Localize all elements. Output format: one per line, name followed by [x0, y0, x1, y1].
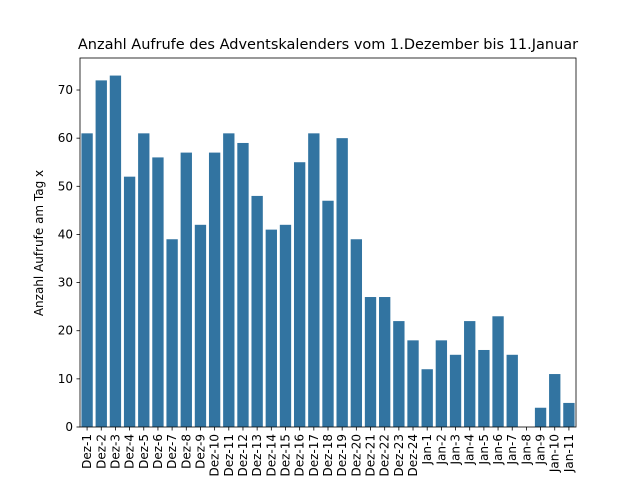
- bar: [265, 229, 277, 427]
- x-tick-label: Dez-12: [236, 434, 250, 477]
- x-tick-label: Dez-4: [123, 434, 137, 469]
- y-tick-label: 30: [58, 276, 73, 290]
- bar: [449, 354, 462, 427]
- chart-title: Anzahl Aufrufe des Adventskalenders vom …: [78, 37, 578, 53]
- bar: [379, 297, 391, 427]
- x-tick-label: Dez-15: [278, 434, 292, 477]
- x-tick-label: Dez-9: [193, 434, 207, 469]
- bar: [549, 374, 561, 427]
- plot-area: 0 10 20 30 40 50 60 70 Dez-1 Dez-2 Dez-3 Dez-4 Dez-5…: [58, 57, 577, 477]
- bar: [251, 195, 263, 427]
- bar: [464, 321, 476, 427]
- bar: [81, 133, 93, 427]
- x-tick-label: Dez-2: [94, 434, 108, 469]
- x-tick-label: Dez-10: [208, 434, 222, 477]
- bar: [364, 297, 377, 427]
- x-tick-label: Dez-18: [321, 434, 335, 477]
- bar: [492, 316, 504, 427]
- x-tick-label: Dez-20: [349, 434, 363, 477]
- bar: [194, 224, 207, 427]
- bar: [322, 200, 334, 427]
- bar: [350, 239, 363, 427]
- x-tick-label: Dez-7: [165, 434, 179, 469]
- x-tick-label: Jan-11: [562, 434, 576, 473]
- x-tick-label: Jan-7: [505, 434, 519, 465]
- x-tick-label: Dez-11: [222, 434, 236, 477]
- y-tick-label: 0: [65, 420, 73, 434]
- bar: [152, 157, 164, 428]
- bar: [506, 354, 518, 427]
- bar: [223, 133, 235, 427]
- bar: [435, 340, 448, 427]
- x-tick-label: Jan-6: [491, 434, 505, 465]
- bar: [208, 152, 221, 427]
- bar: [534, 407, 547, 427]
- x-tick-label: Dez-1: [80, 434, 94, 469]
- x-tick-label: Jan-1: [420, 434, 434, 465]
- x-tick-label: Dez-22: [378, 434, 392, 477]
- x-tick-label: Dez-19: [335, 434, 349, 477]
- x-tick-label: Dez-14: [264, 434, 278, 477]
- bar: [109, 75, 122, 428]
- y-tick-label: 20: [58, 324, 73, 338]
- y-tick-label: 70: [58, 83, 73, 97]
- bar: [138, 133, 150, 427]
- bar: [293, 162, 306, 428]
- bar: [166, 239, 178, 427]
- bar: [180, 152, 192, 427]
- x-tick-label: Dez-23: [392, 434, 406, 477]
- y-tick-label: 60: [58, 131, 73, 145]
- x-tick-label: Dez-6: [151, 434, 165, 469]
- x-tick-label: Jan-5: [477, 434, 491, 465]
- y-tick-label: 40: [58, 227, 73, 241]
- x-tick-label: Dez-5: [137, 434, 151, 469]
- x-tick-label: Dez-8: [179, 434, 193, 469]
- bar: [393, 321, 405, 427]
- y-tick-label: 50: [58, 179, 73, 193]
- x-tick-label: Jan-10: [548, 434, 562, 473]
- bar: [563, 402, 575, 427]
- x-tick-label: Jan-2: [434, 434, 448, 465]
- y-axis-label: Anzahl Aufrufe am Tag x: [32, 170, 46, 316]
- x-tick-label: Dez-21: [364, 434, 378, 477]
- bar: [237, 142, 249, 427]
- x-tick-label: Dez-24: [406, 434, 420, 477]
- x-tick-label: Jan-8: [519, 434, 533, 465]
- x-tick-label: Dez-13: [250, 434, 264, 477]
- bar: [478, 349, 490, 427]
- x-tick-label: Dez-3: [108, 434, 122, 469]
- bar: [95, 80, 107, 427]
- bar: [308, 133, 320, 427]
- axes-frame: [79, 57, 577, 428]
- x-tick-label: Dez-17: [307, 434, 321, 477]
- bar: [421, 369, 433, 427]
- bar: [336, 138, 348, 427]
- y-tick-label: 10: [58, 372, 73, 386]
- bar: [279, 224, 292, 427]
- x-tick-label: Jan-4: [463, 434, 477, 465]
- bar: [123, 176, 136, 427]
- bar: [407, 340, 419, 427]
- x-tick-label: Jan-9: [534, 434, 548, 465]
- x-tick-label: Jan-3: [449, 434, 463, 465]
- x-tick-label: Dez-16: [293, 434, 307, 477]
